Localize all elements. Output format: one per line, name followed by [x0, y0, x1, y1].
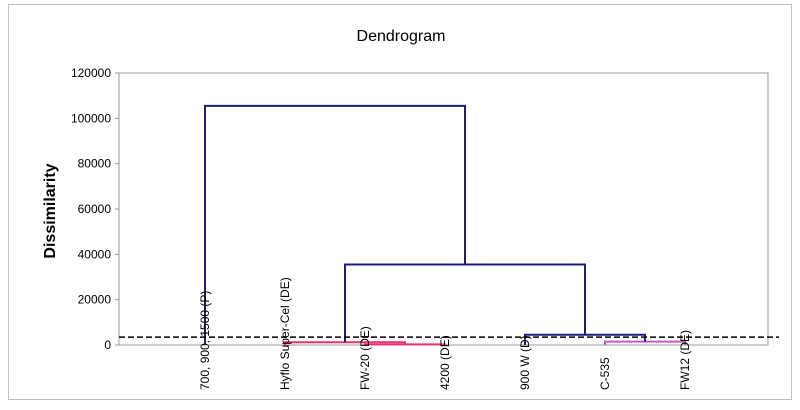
leaf-label: Hyflo Super-Cel (DE): [278, 277, 292, 390]
y-tick-label: 0: [104, 338, 111, 352]
chart-title: Dendrogram: [357, 28, 446, 45]
y-tick-label: 120000: [71, 66, 111, 80]
leaf-label: C-535: [598, 357, 612, 390]
leaf-label: 900 W (D): [518, 335, 532, 390]
dendrogram-links: [204, 104, 686, 346]
y-axis-ticks: 0 20000 40000 60000 80000 100000 120000: [71, 66, 119, 352]
dendrogram-chart: Dendrogram Dissimilarity 0 20000 40000 6000…: [42, 28, 779, 390]
y-tick-label: 100000: [71, 111, 111, 125]
leaf-labels: 700, 900, 1500 (P) Hyflo Super-Cel (DE) FW…: [198, 277, 692, 390]
leaf-label: FW-20 (DE): [358, 326, 372, 390]
chart-frame: Dendrogram Dissimilarity 0 20000 40000 6000…: [8, 4, 792, 400]
dendrogram-link-0: [364, 343, 446, 346]
dendrogram-link-5: [204, 104, 466, 345]
y-axis-label: Dissimilarity: [42, 163, 59, 258]
y-tick-label: 60000: [78, 202, 112, 216]
leaf-label: 4200 (DE): [438, 335, 452, 390]
y-tick-label: 20000: [78, 293, 112, 307]
leaf-label: 700, 900, 1500 (P): [198, 291, 212, 390]
dendrogram-link-4: [344, 263, 586, 343]
plot-area: [118, 72, 769, 346]
y-tick-label: 80000: [78, 157, 112, 171]
dendrogram-link-2: [604, 340, 686, 345]
y-tick-label: 40000: [78, 247, 112, 261]
leaf-label: FW12 (DE): [678, 330, 692, 390]
